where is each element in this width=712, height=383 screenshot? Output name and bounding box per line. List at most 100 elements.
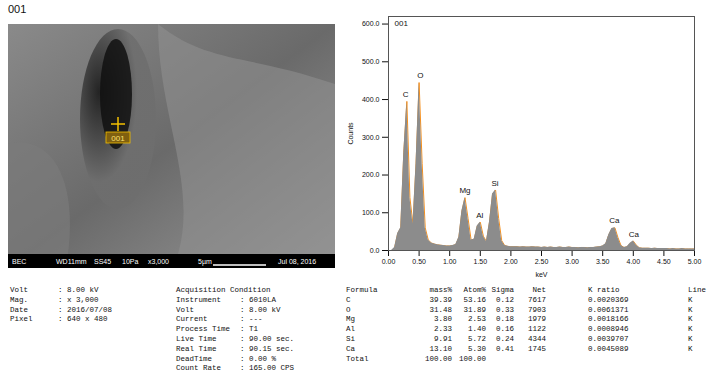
svg-text:3.00: 3.00 [565, 258, 579, 265]
svg-text:001: 001 [111, 134, 125, 143]
svg-text:Live Time: Live Time [176, 335, 217, 343]
svg-text:3.80: 3.80 [434, 315, 453, 323]
svg-text:400.0: 400.0 [362, 96, 380, 103]
svg-text:Count Rate: Count Rate [176, 364, 221, 372]
svg-text:0.12: 0.12 [496, 296, 514, 304]
svg-text:Counts: Counts [347, 122, 354, 145]
svg-text:5.72: 5.72 [468, 335, 486, 343]
svg-text:500.0: 500.0 [362, 58, 380, 65]
svg-text:300.0: 300.0 [362, 134, 380, 141]
svg-text:K: K [688, 325, 693, 333]
svg-text:2.50: 2.50 [535, 258, 549, 265]
svg-text:5µm: 5µm [198, 258, 212, 266]
svg-text:BEC: BEC [12, 258, 26, 265]
svg-text:0.00: 0.00 [382, 258, 396, 265]
svg-text:Ca: Ca [609, 216, 620, 225]
svg-text:: 90.15 sec.: : 90.15 sec. [240, 345, 294, 353]
svg-text:Process Time: Process Time [176, 325, 230, 333]
svg-text:DeadTime: DeadTime [176, 355, 212, 363]
svg-text:C: C [403, 90, 409, 99]
svg-text:1979: 1979 [528, 315, 546, 323]
svg-text:0.0: 0.0 [370, 247, 380, 254]
svg-text:Jul 08, 2016: Jul 08, 2016 [278, 258, 316, 265]
svg-text:1122: 1122 [528, 325, 546, 333]
svg-text:Volt: Volt [176, 306, 194, 314]
svg-text:1745: 1745 [528, 345, 547, 353]
svg-text:2.00: 2.00 [504, 258, 518, 265]
svg-text:: 8.00 kV: : 8.00 kV [58, 286, 99, 294]
svg-text:Date: Date [10, 306, 28, 314]
svg-text:4.00: 4.00 [626, 258, 640, 265]
svg-text:Formula: Formula [346, 286, 378, 294]
svg-text:mass%: mass% [429, 286, 452, 294]
svg-text:Sigma: Sigma [491, 286, 514, 294]
svg-text:K: K [688, 306, 693, 314]
svg-text:O: O [417, 71, 423, 80]
svg-text:: 8.00 kV: : 8.00 kV [240, 306, 281, 314]
svg-text:O: O [346, 306, 351, 314]
svg-text:53.16: 53.16 [463, 296, 486, 304]
svg-text:: 6010LA: : 6010LA [240, 296, 277, 304]
svg-text:0.0018166: 0.0018166 [588, 315, 629, 323]
svg-text:0.41: 0.41 [496, 345, 515, 353]
svg-text:100.00: 100.00 [459, 355, 487, 363]
svg-text:0.18: 0.18 [496, 315, 514, 323]
svg-text:x3,000: x3,000 [148, 258, 169, 265]
svg-text:0.0008946: 0.0008946 [588, 325, 629, 333]
svg-text:WD11mm: WD11mm [56, 258, 87, 265]
svg-text:K: K [688, 296, 693, 304]
svg-text:001: 001 [395, 19, 409, 28]
svg-text:7903: 7903 [528, 306, 547, 314]
svg-text:0.0020369: 0.0020369 [588, 296, 629, 304]
svg-text:100.00: 100.00 [425, 355, 453, 363]
svg-text:Volt: Volt [10, 286, 28, 294]
svg-text:: 640 x 480: : 640 x 480 [58, 315, 108, 323]
svg-text:0.33: 0.33 [496, 306, 515, 314]
svg-text:0.0039707: 0.0039707 [588, 335, 629, 343]
svg-text:Si: Si [491, 179, 498, 188]
svg-text:Instrument: Instrument [176, 296, 221, 304]
svg-text:Si: Si [346, 335, 356, 343]
svg-text:31.89: 31.89 [463, 306, 486, 314]
svg-text:0.0061371: 0.0061371 [588, 306, 629, 314]
svg-text:Atom%: Atom% [463, 286, 486, 294]
svg-text:1.00: 1.00 [443, 258, 457, 265]
svg-text:0.50: 0.50 [412, 258, 426, 265]
svg-text:100.0: 100.0 [362, 209, 380, 216]
svg-text:600.0: 600.0 [362, 20, 380, 27]
svg-text:2.53: 2.53 [468, 315, 487, 323]
svg-text:0.24: 0.24 [496, 335, 515, 343]
svg-text:Mag.: Mag. [10, 296, 28, 304]
svg-text:Al: Al [346, 325, 356, 333]
svg-text:K: K [688, 335, 693, 343]
svg-text:1.50: 1.50 [473, 258, 487, 265]
svg-text:4344: 4344 [528, 335, 547, 343]
svg-text:K ratio: K ratio [588, 286, 620, 294]
svg-text:Al: Al [476, 211, 483, 220]
svg-text:13.10: 13.10 [429, 345, 452, 353]
svg-text:Net: Net [532, 286, 546, 294]
svg-text:Total: Total [346, 355, 369, 363]
svg-text:5.00: 5.00 [688, 258, 702, 265]
svg-text:9.91: 9.91 [434, 335, 453, 343]
svg-text:: ---: : --- [240, 315, 263, 323]
svg-text:: T1: : T1 [240, 325, 259, 333]
svg-text:Current: Current [176, 315, 208, 323]
svg-text:Pixel: Pixel [10, 315, 33, 323]
svg-text:Mg: Mg [459, 186, 470, 195]
svg-text:3.50: 3.50 [596, 258, 610, 265]
svg-text:2.33: 2.33 [434, 325, 453, 333]
svg-text:: x 3,000: : x 3,000 [58, 296, 99, 304]
svg-text:1.40: 1.40 [468, 325, 487, 333]
svg-text:: 0.00 %: : 0.00 % [240, 355, 277, 363]
svg-text:Line: Line [688, 286, 706, 294]
svg-text:5.30: 5.30 [468, 345, 487, 353]
svg-text:: 165.00 CPS: : 165.00 CPS [240, 364, 295, 372]
svg-text:Ca: Ca [346, 345, 356, 353]
svg-text:K: K [688, 345, 693, 353]
svg-text:: 2016/07/08: : 2016/07/08 [58, 306, 112, 314]
svg-text:SS45: SS45 [94, 258, 111, 265]
svg-text:4.50: 4.50 [657, 258, 671, 265]
svg-text:: 90.00 sec.: : 90.00 sec. [240, 335, 294, 343]
svg-text:C: C [346, 296, 351, 304]
